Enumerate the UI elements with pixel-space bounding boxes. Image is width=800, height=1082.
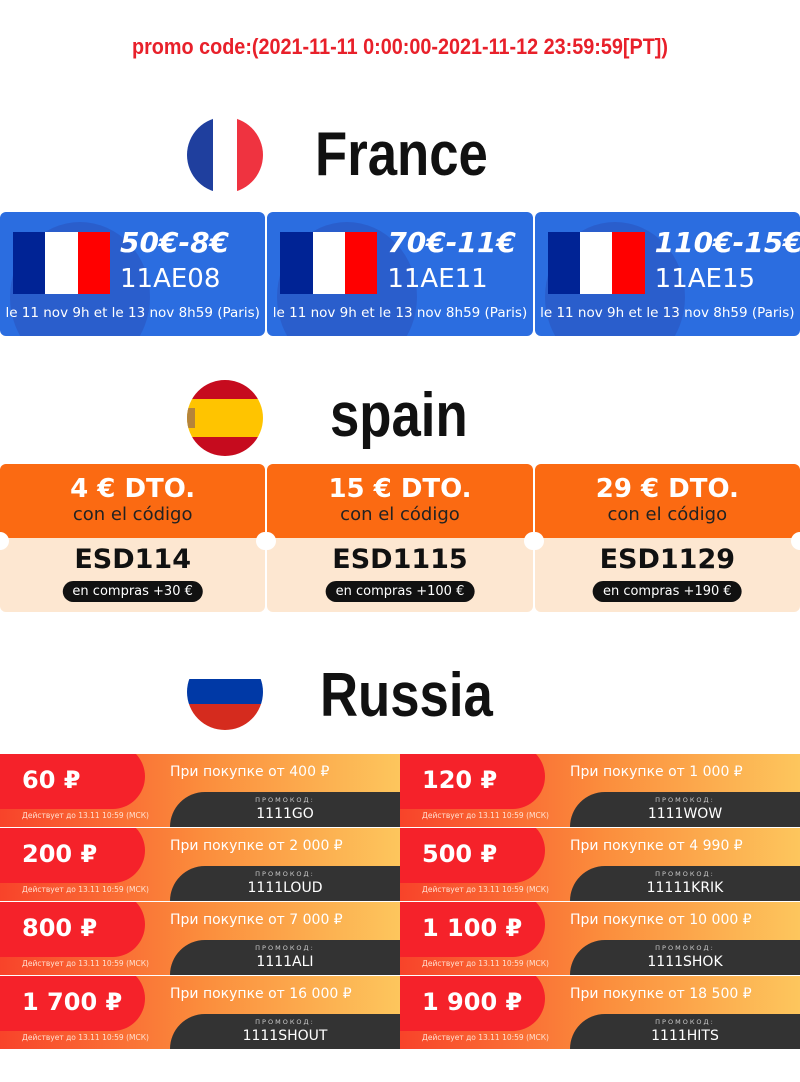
coupon-card[interactable]: 70€-11€ 11AE11 le 11 nov 9h et le 13 nov 8… [267,212,533,336]
coupon-minimum: При покупке от 1 000 ₽ [570,764,743,780]
coupon-amount: 50€-8€ [120,226,230,259]
coupon-minimum: При покупке от 4 990 ₽ [570,838,743,854]
coupon-amount: 1 100 ₽ [422,914,523,942]
russia-coupons: 60 ₽ Действует до 13.11 10:59 (МСК) При по… [0,754,800,1049]
coupon-amount: 4 € DTO. [70,474,196,504]
coupon-code: 11AE15 [654,264,756,294]
coupon-minimum: При покупке от 400 ₽ [170,764,330,780]
coupon-validity: Действует до 13.11 10:59 (МСК) [22,1033,149,1042]
section-title: France [315,120,488,189]
coupon-minimum: При покупке от 2 000 ₽ [170,838,343,854]
coupon-card[interactable]: 50€-8€ 11AE08 le 11 nov 9h et le 13 nov 8h… [0,212,266,336]
coupon-code: ESD114 [74,544,191,575]
promo-label: ПРОМОКОД: [655,944,715,952]
coupon-amount: 29 € DTO. [595,474,739,504]
section-title: spain [330,381,468,450]
coupon-minimum: При покупке от 10 000 ₽ [570,912,752,928]
france-flag-icon [280,232,378,294]
coupon-card[interactable]: 1 100 ₽ Действует до 13.11 10:59 (МСК) При… [400,902,800,975]
promo-code-banner: promo code:(2021-11-11 0:00:00-2021-11-1… [132,34,668,59]
coupon-validity: Действует до 13.11 10:59 (МСК) [422,1033,549,1042]
coupon-validity: Действует до 13.11 10:59 (МСК) [422,959,549,968]
section-title: Russia [320,661,493,730]
coupon-minimum: При покупке от 18 500 ₽ [570,986,752,1002]
spain-coupons: 4 € DTO. con el código ESD114 en compras +3… [0,464,800,612]
coupon-subtitle: con el código [340,504,460,525]
coupon-card[interactable]: 120 ₽ Действует до 13.11 10:59 (МСК) При п… [400,754,800,827]
coupon-amount: 800 ₽ [22,914,98,942]
coupon-amount: 1 900 ₽ [422,988,523,1016]
coupon-code: 1111GO [256,806,314,822]
coupon-minimum: При покупке от 16 000 ₽ [170,986,352,1002]
coupon-card[interactable]: 1 700 ₽ Действует до 13.11 10:59 (МСК) При… [0,976,400,1049]
coupon-amount: 500 ₽ [422,840,498,868]
coupon-amount: 70€-11€ [387,226,516,259]
promo-label: ПРОМОКОД: [255,944,315,952]
coupon-date: le 11 nov 9h et le 13 nov 8h59 (Paris) [272,305,528,321]
coupon-validity: Действует до 13.11 10:59 (МСК) [22,811,149,820]
coupon-card[interactable]: 200 ₽ Действует до 13.11 10:59 (МСК) При п… [0,828,400,901]
coupon-amount: 200 ₽ [22,840,98,868]
france-coupons: 50€-8€ 11AE08 le 11 nov 9h et le 13 nov 8h… [0,212,800,336]
france-header: France [0,115,800,205]
coupon-validity: Действует до 13.11 10:59 (МСК) [422,811,549,820]
coupon-card[interactable]: 4 € DTO. con el código ESD114 en compras +3… [0,464,266,612]
coupon-minimum: При покупке от 7 000 ₽ [170,912,343,928]
promo-label: ПРОМОКОД: [655,796,715,804]
coupon-code: 1111WOW [647,806,723,822]
coupon-code: 1111HITS [651,1028,719,1044]
coupon-code: ESD1129 [599,544,736,575]
coupon-amount: 60 ₽ [22,766,81,794]
coupon-validity: Действует до 13.11 10:59 (МСК) [422,885,549,894]
coupon-condition: en compras +100 € [325,581,475,602]
coupon-date: le 11 nov 9h et le 13 nov 8h59 (Paris) [540,305,795,321]
coupon-card[interactable]: 60 ₽ Действует до 13.11 10:59 (МСК) При по… [0,754,400,827]
coupon-code: 1111LOUD [247,880,323,896]
coupon-subtitle: con el código [72,504,193,525]
promo-label: ПРОМОКОД: [655,1018,715,1026]
russia-header: Russia [0,652,800,742]
coupon-amount: 15 € DTO. [328,474,472,504]
coupon-code: 1111SHOK [647,954,723,970]
coupon-validity: Действует до 13.11 10:59 (МСК) [22,959,149,968]
coupon-code: 11AE11 [387,264,488,294]
coupon-code: 1111ALI [256,954,314,970]
coupon-card[interactable]: 800 ₽ Действует до 13.11 10:59 (МСК) При п… [0,902,400,975]
promo-label: ПРОМОКОД: [255,870,315,878]
coupon-card[interactable]: 1 900 ₽ Действует до 13.11 10:59 (МСК) При… [400,976,800,1049]
coupon-card[interactable]: 15 € DTO. con el código ESD1115 en compras … [267,464,533,612]
coupon-amount: 120 ₽ [422,766,498,794]
coupon-card[interactable]: 500 ₽ Действует до 13.11 10:59 (МСК) При п… [400,828,800,901]
promo-label: ПРОМОКОД: [655,870,715,878]
coupon-card[interactable]: 29 € DTO. con el código ESD1129 en compras … [534,464,800,612]
coupon-subtitle: con el código [607,504,728,525]
coupon-amount: 1 700 ₽ [22,988,123,1016]
coupon-code: 11AE08 [120,264,221,294]
coupon-code: 11111KRIK [646,880,724,896]
coupon-code: 1111SHOUT [242,1028,328,1044]
france-flag-icon [13,232,110,294]
coupon-amount: 110€-15€ [654,226,800,259]
coupon-condition: en compras +30 € [62,581,203,602]
russia-flag-icon [187,654,263,730]
coupon-condition: en compras +190 € [592,581,742,602]
promo-label: ПРОМОКОД: [255,1018,315,1026]
coupon-card[interactable]: 110€-15€ 11AE15 le 11 nov 9h et le 13 nov … [534,212,800,336]
spain-flag-icon [187,380,263,456]
coupon-date: le 11 nov 9h et le 13 nov 8h59 (Paris) [5,305,260,321]
france-flag-icon [547,232,645,294]
spain-header: spain [0,378,800,468]
promo-label: ПРОМОКОД: [255,796,315,804]
france-flag-icon [187,117,263,193]
coupon-code: ESD1115 [332,544,468,575]
coupon-validity: Действует до 13.11 10:59 (МСК) [22,885,149,894]
